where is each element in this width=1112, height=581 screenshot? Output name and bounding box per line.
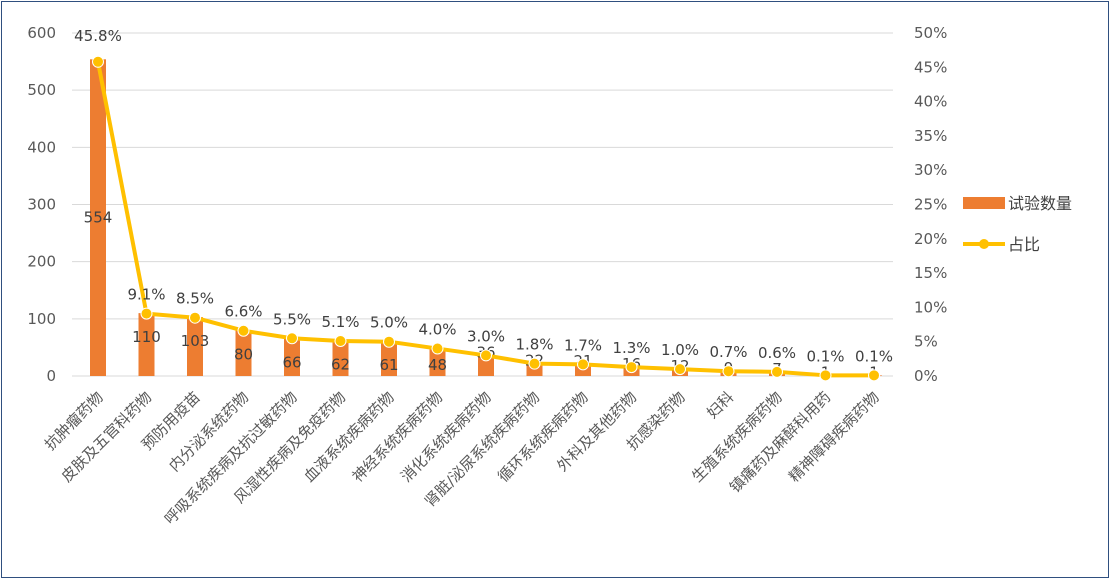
bar	[381, 341, 397, 376]
x-category-label: 精神障碍疾病药物	[785, 388, 883, 486]
line-value-label: 0.7%	[709, 343, 747, 361]
line-value-label: 8.5%	[176, 290, 214, 308]
line-point	[674, 363, 686, 376]
legend-bar-swatch	[963, 197, 1005, 209]
line-value-label: 5.0%	[370, 314, 408, 332]
line-value-label: 9.1%	[127, 286, 165, 304]
line-value-label: 45.8%	[74, 27, 122, 45]
bar	[332, 340, 349, 376]
y-right-tick-label: 25%	[914, 196, 947, 214]
bar-value-label: 48	[428, 356, 447, 374]
y-right-tick-label: 35%	[914, 127, 947, 145]
bar	[187, 317, 203, 376]
line-point	[528, 357, 541, 370]
x-category-label: 妇科	[703, 388, 737, 422]
line-point	[868, 369, 880, 382]
line-value-label: 6.6%	[224, 303, 262, 321]
bar-value-label: 103	[181, 332, 210, 350]
bar-value-label: 62	[331, 356, 350, 374]
line-point	[189, 311, 201, 324]
line-point	[771, 365, 783, 378]
bar	[235, 330, 252, 376]
bar-value-label: 554	[84, 209, 113, 227]
y-right-tick-label: 10%	[914, 298, 947, 316]
line-value-label: 1.7%	[564, 336, 602, 354]
line-point	[480, 349, 492, 362]
line-value-label: 4.0%	[418, 321, 456, 339]
x-category-label: 皮肤及五官科药物	[58, 388, 156, 486]
bar-value-label: 61	[379, 356, 398, 374]
bar	[284, 338, 300, 376]
y-left-tick-label: 0	[46, 367, 56, 385]
bar-value-label: 66	[282, 353, 301, 371]
x-category-label: 血液系统疾病药物	[300, 388, 398, 486]
y-left-tick-label: 400	[27, 138, 56, 156]
line-point	[625, 361, 638, 374]
y-right-tick-label: 15%	[914, 264, 947, 282]
line-point	[722, 365, 735, 378]
line-value-label: 1.3%	[612, 339, 650, 357]
y-left-tick-label: 100	[27, 310, 56, 328]
line-value-label: 0.6%	[758, 344, 796, 362]
x-category-label: 循环系统疾病药物	[494, 388, 592, 486]
y-left-tick-label: 500	[27, 81, 56, 99]
legend-label-试验数量: 试验数量	[1008, 194, 1072, 213]
y-left-tick-label: 200	[27, 253, 56, 271]
bar	[138, 313, 155, 376]
y-right-tick-label: 0%	[914, 367, 938, 385]
line-value-label: 3.0%	[467, 327, 505, 345]
line-point	[431, 342, 444, 355]
line-value-label: 0.1%	[855, 347, 893, 365]
y-right-tick-label: 40%	[914, 93, 947, 111]
line-point	[383, 335, 395, 348]
y-right-tick-label: 20%	[914, 230, 947, 248]
y-left-tick-label: 600	[27, 24, 56, 42]
bar-value-label: 110	[132, 328, 161, 346]
bar-value-label: 80	[234, 345, 253, 363]
line-point	[286, 332, 298, 345]
bar	[429, 348, 446, 376]
line-point	[92, 55, 104, 68]
y-right-tick-label: 50%	[914, 24, 947, 42]
line-value-label: 0.1%	[806, 347, 844, 365]
legend-line-marker	[979, 239, 989, 249]
line-value-label: 1.8%	[515, 336, 553, 354]
line-point	[577, 358, 589, 371]
line-point	[237, 324, 250, 337]
y-right-tick-label: 45%	[914, 58, 947, 76]
line-value-label: 5.1%	[321, 313, 359, 331]
line-point	[140, 307, 153, 320]
y-right-tick-label: 30%	[914, 161, 947, 179]
x-category-label: 神经系统疾病药物	[349, 388, 447, 486]
bar	[90, 59, 106, 377]
x-category-label: 消化系统疾病药物	[397, 388, 495, 486]
bar	[478, 355, 494, 376]
legend-label-占比: 占比	[1008, 235, 1040, 254]
line-value-label: 1.0%	[661, 341, 699, 359]
line-point	[819, 369, 832, 382]
line-value-label: 5.5%	[273, 310, 311, 328]
y-right-tick-label: 5%	[914, 333, 938, 351]
line-point	[334, 335, 347, 348]
x-category-label: 生殖系统疾病药物	[688, 388, 786, 486]
y-left-tick-label: 300	[27, 196, 56, 214]
